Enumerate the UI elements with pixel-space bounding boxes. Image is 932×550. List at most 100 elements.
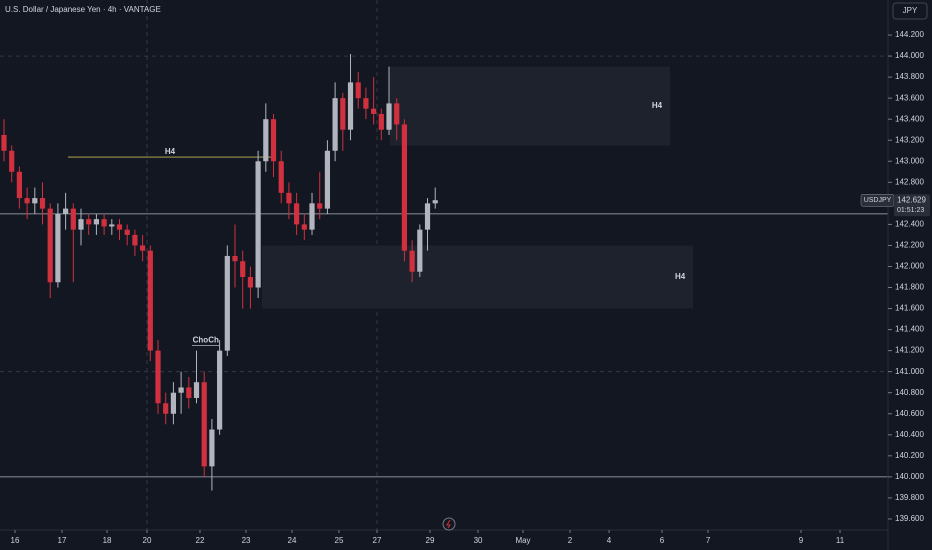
x-tick-label: 23: [242, 536, 251, 545]
candle-body: [78, 219, 84, 230]
candle-body: [386, 103, 392, 130]
candle-body: [209, 429, 215, 467]
zone: [261, 245, 694, 309]
y-tick-label: 139.600: [895, 514, 924, 523]
currency-label[interactable]: JPY: [903, 6, 918, 15]
symbol-label: USDJPY: [864, 197, 892, 204]
background-layer: H4 H4: [0, 0, 888, 530]
candle-body: [39, 198, 46, 209]
candle-body: [24, 198, 30, 204]
x-tick-label: 25: [335, 536, 344, 545]
y-tick-label: 140.200: [895, 451, 924, 460]
y-tick-label: 143.800: [895, 72, 924, 81]
candle-body: [9, 150, 15, 172]
x-tick-label: 11: [836, 536, 845, 545]
candle-body: [286, 192, 292, 204]
candle-body: [109, 224, 115, 227]
y-tick-label: 140.600: [895, 409, 924, 418]
candle-body: [101, 219, 107, 227]
level-label: H4: [165, 147, 176, 156]
candle-body: [255, 161, 261, 288]
candle-body: [232, 255, 238, 262]
candle-body: [247, 276, 254, 288]
candle-body: [63, 208, 69, 214]
candle-body: [294, 203, 300, 225]
candle-body: [355, 82, 361, 99]
candle-body: [124, 229, 130, 235]
y-tick-label: 141.800: [895, 283, 924, 292]
x-tick-label: 17: [58, 536, 67, 545]
chart-title: U.S. Dollar / Japanese Yen · 4h · VANTAG…: [5, 5, 161, 14]
candle-body: [86, 219, 92, 225]
replay-icon[interactable]: [442, 517, 456, 531]
candle-body: [263, 119, 269, 162]
candle-body: [317, 203, 323, 209]
zone-label: H4: [652, 101, 663, 110]
candle-body: [16, 171, 23, 199]
y-tick-label: 141.200: [895, 346, 924, 355]
y-tick-label: 144.000: [895, 51, 924, 60]
x-tick-label: 16: [11, 536, 20, 545]
marks-layer: H4 ChoCh: [1, 53, 438, 491]
y-tick-label: 139.800: [895, 493, 924, 502]
candle-body: [432, 200, 438, 204]
x-tick-label: 22: [196, 536, 205, 545]
y-tick-label: 142.200: [895, 241, 924, 250]
candle-body: [332, 98, 338, 151]
x-tick-label: 27: [373, 536, 382, 545]
x-tick-label: 29: [426, 536, 435, 545]
candle-body: [301, 224, 307, 230]
y-tick-label: 143.400: [895, 114, 924, 123]
x-tick-label: 6: [660, 536, 665, 545]
candle-body: [178, 387, 184, 393]
x-tick-label: 9: [799, 536, 804, 545]
candle-body: [147, 250, 153, 351]
candle-body: [224, 255, 230, 351]
candle-body: [116, 224, 123, 230]
currency-button[interactable]: [892, 2, 928, 20]
x-tick-label: 20: [143, 536, 152, 545]
candle-body: [378, 113, 384, 130]
candle-body: [347, 82, 354, 130]
icon-circle[interactable]: [442, 517, 456, 531]
candle-body: [394, 103, 400, 125]
y-tick-label: 144.200: [895, 30, 924, 39]
icon-bolt[interactable]: [446, 519, 451, 529]
y-tick-label: 140.800: [895, 388, 924, 397]
candle-body: [47, 208, 53, 283]
candle-body: [32, 198, 38, 204]
zone: [389, 66, 671, 146]
price-tag: [894, 194, 930, 217]
y-tick-label: 141.000: [895, 367, 924, 376]
y-tick-label: 142.800: [895, 177, 924, 186]
y-tick-label: 141.400: [895, 325, 924, 334]
candle-body: [93, 219, 100, 225]
level-label: ChoCh: [193, 335, 219, 344]
candle-body: [217, 350, 223, 430]
y-tick-label: 140.000: [895, 472, 924, 481]
y-tick-label: 143.600: [895, 93, 924, 102]
candle-body: [186, 387, 192, 398]
candle-body: [132, 234, 138, 246]
x-tick-label: 7: [706, 536, 711, 545]
x-tick-label: 30: [474, 536, 483, 545]
y-tick-label: 141.600: [895, 304, 924, 313]
candle-body: [240, 261, 246, 277]
candle-body: [270, 119, 277, 162]
y-tick-label: 140.400: [895, 430, 924, 439]
candle-body: [324, 150, 331, 209]
y-tick-label: 142.400: [895, 220, 924, 229]
zone-label: H4: [675, 272, 686, 281]
candle-body: [193, 382, 200, 398]
candle-body: [340, 98, 346, 130]
candle-body: [409, 250, 415, 272]
x-tick-label: 24: [288, 536, 297, 545]
candle-body: [278, 161, 284, 193]
candle-body: [155, 350, 161, 404]
y-tick-label: 142.000: [895, 262, 924, 271]
x-tick-label: 4: [607, 536, 612, 545]
candle-body: [309, 203, 315, 230]
